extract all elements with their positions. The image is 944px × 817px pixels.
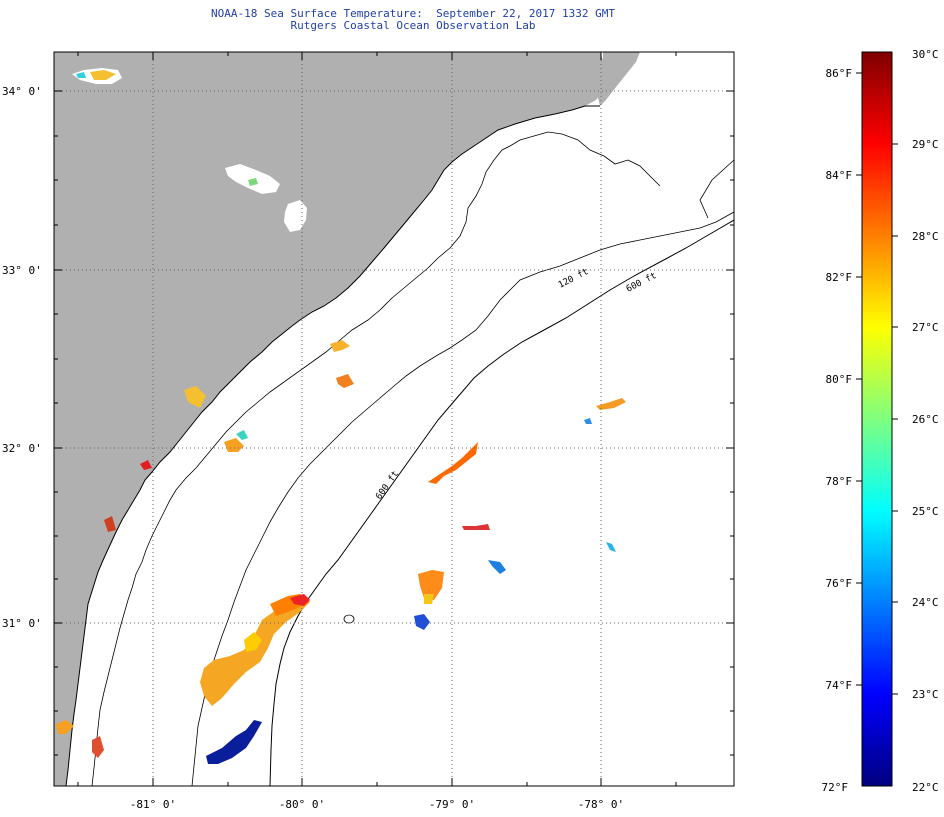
colorbar-label-c: 24°C: [912, 596, 939, 609]
sst-patch: [56, 720, 74, 734]
colorbar-ticks: [856, 72, 898, 695]
sst-patch: [596, 398, 626, 410]
seamount-contour: [343, 614, 355, 624]
colorbar-label-c: 22°C: [912, 781, 939, 794]
sst-patch: [606, 542, 616, 552]
sst-patch: [184, 386, 206, 408]
colorbar-label-f: 76°F: [826, 577, 853, 590]
isobath-mid: [699, 159, 734, 219]
graticule: [54, 52, 734, 786]
map-subtitle: Rutgers Coastal Ocean Observation Lab: [290, 19, 536, 32]
colorbar-label-f: 78°F: [826, 475, 853, 488]
colorbar: [861, 51, 893, 787]
lat-label: 33° 0': [2, 264, 42, 277]
lon-label: -79° 0': [429, 798, 475, 811]
land-mass-nc: [598, 52, 640, 106]
map-title: NOAA-18 Sea Surface Temperature: Septemb…: [211, 7, 615, 20]
sst-patch: [462, 524, 490, 530]
colorbar-label-c: 29°C: [912, 138, 939, 151]
lat-label: 32° 0': [2, 442, 42, 455]
colorbar-label-f: 82°F: [826, 271, 853, 284]
map-frame: [53, 51, 735, 787]
coastline: [65, 105, 600, 786]
lat-label: 31° 0': [2, 617, 42, 630]
isobath-shallow: [91, 131, 661, 786]
sst-patch: [76, 72, 86, 78]
map-titles: NOAA-18 Sea Surface Temperature: Septemb…: [0, 8, 826, 32]
sst-patch: [104, 516, 116, 532]
sst-patch: [236, 430, 248, 440]
isobath-120ft: [191, 211, 734, 786]
colorbar-label-f: 72°F: [822, 781, 849, 794]
sst-patch: [206, 720, 262, 764]
colorbar-label-c: 30°C: [912, 48, 939, 61]
colorbar-label-c: 27°C: [912, 321, 939, 334]
sst-patch: [584, 418, 592, 424]
sst-patch: [290, 594, 310, 606]
sst-patch: [92, 736, 104, 758]
colorbar-label-f: 84°F: [826, 169, 853, 182]
lat-label: 34° 0': [2, 85, 42, 98]
colorbar-label-f: 80°F: [826, 373, 853, 386]
land-mass: [54, 52, 610, 786]
isobath-600ft: [269, 219, 734, 786]
sst-patch: [336, 374, 354, 388]
colorbar-label-c: 25°C: [912, 505, 939, 518]
no-data-patch: [284, 200, 307, 232]
sst-patch: [244, 632, 262, 652]
sst-patch: [90, 70, 116, 80]
sst-patch: [418, 570, 444, 600]
colorbar-label-c: 28°C: [912, 230, 939, 243]
sst-patch: [414, 614, 430, 630]
sst-patch: [140, 460, 152, 470]
colorbar-label-c: 23°C: [912, 688, 939, 701]
sst-patch: [248, 178, 258, 186]
lon-label: -80° 0': [279, 798, 325, 811]
sst-patch: [488, 560, 506, 574]
lon-label: -78° 0': [578, 798, 624, 811]
colorbar-label-c: 26°C: [912, 413, 939, 426]
lon-label: -81° 0': [130, 798, 176, 811]
colorbar-label-f: 74°F: [826, 679, 853, 692]
sst-patch: [330, 340, 350, 352]
sst-patch: [424, 594, 434, 604]
colorbar-label-f: 86°F: [826, 67, 853, 80]
tick-marks: [54, 52, 734, 786]
sst-patch: [428, 442, 478, 484]
